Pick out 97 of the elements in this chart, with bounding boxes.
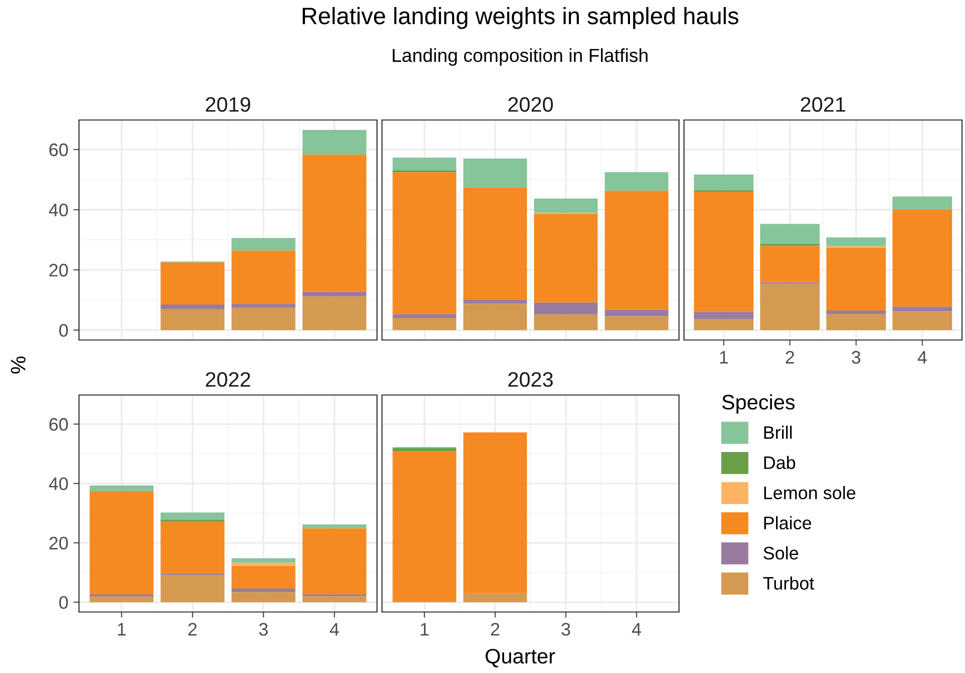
x-tick-label: 4	[918, 351, 927, 364]
bar	[302, 596, 366, 602]
bar	[392, 318, 456, 330]
chart-title: 2022	[206, 372, 250, 387]
bar	[392, 451, 456, 602]
x-tick-label: 1	[118, 623, 126, 636]
bar	[760, 224, 820, 244]
bar	[694, 312, 754, 320]
bar	[232, 592, 296, 602]
bar	[160, 522, 224, 574]
bar	[694, 192, 754, 312]
bar	[604, 316, 668, 330]
legend-title: Species	[722, 394, 795, 414]
x-tick-label: 1	[420, 623, 429, 636]
bar	[392, 172, 456, 314]
x-tick-label: 2	[786, 350, 794, 364]
y-tick-label: 20	[49, 264, 68, 277]
bar	[892, 209, 952, 307]
legend-label: Brill	[764, 426, 792, 439]
bar	[392, 158, 456, 171]
x-tick-label: 3	[852, 350, 860, 364]
x-tick-label: 3	[562, 622, 570, 636]
bar	[90, 490, 154, 594]
y-tick-label: 40	[48, 204, 68, 216]
y-tick-label: 20	[49, 536, 68, 550]
x-tick-label: 4	[330, 623, 339, 636]
legend-label: Turbot	[763, 576, 814, 590]
bar	[463, 158, 527, 188]
legend-label: Sole	[764, 546, 798, 560]
bar	[892, 196, 952, 210]
bar	[232, 238, 296, 251]
bar	[90, 596, 154, 602]
bar	[826, 237, 886, 246]
legend-label: Plaice	[764, 516, 812, 530]
bar	[534, 302, 598, 314]
bar	[302, 296, 366, 330]
bar	[463, 187, 527, 300]
y-axis-title: %	[10, 356, 26, 374]
bar	[694, 319, 754, 330]
x-tick-label: 3	[259, 622, 268, 636]
bar	[160, 512, 224, 520]
bar	[463, 593, 527, 602]
bar	[826, 314, 886, 330]
bar	[534, 214, 598, 302]
chart-title: 2019	[206, 97, 250, 112]
bar	[160, 262, 224, 304]
bar	[604, 310, 668, 316]
bar	[160, 309, 224, 330]
bar	[302, 524, 366, 528]
bar	[90, 594, 154, 597]
bar	[604, 172, 668, 191]
y-tick-label: 40	[48, 477, 68, 490]
bar	[463, 304, 527, 330]
bar	[892, 311, 952, 330]
bar	[232, 558, 296, 563]
bar	[232, 250, 296, 304]
bar	[463, 300, 527, 304]
text: Relative landing weights in sampled hauls	[302, 6, 738, 30]
y-tick-label: 0	[59, 596, 68, 609]
text: Landing composition in Flatfish	[392, 48, 648, 66]
x-tick-label: 2	[188, 622, 197, 636]
x-axis-title: Quarter	[486, 648, 555, 668]
bar	[760, 246, 820, 282]
bar	[892, 306, 952, 312]
bar	[160, 574, 224, 602]
bar	[90, 486, 154, 491]
bar	[302, 292, 366, 296]
y-tick-label: 0	[59, 324, 68, 337]
x-tick-label: 1	[720, 351, 728, 364]
y-tick-label: 60	[49, 143, 68, 156]
bar	[232, 304, 296, 308]
bar	[232, 307, 296, 330]
bar	[302, 528, 366, 594]
bar	[826, 310, 886, 314]
bar	[392, 448, 456, 452]
x-tick-label: 2	[491, 622, 500, 636]
legend-label: Lemon sole	[764, 486, 856, 500]
chart-title: 2021	[800, 97, 846, 112]
bar	[160, 304, 224, 309]
bar	[604, 190, 668, 310]
bar	[232, 588, 296, 592]
x-tick-label: 4	[632, 623, 642, 636]
bar	[302, 130, 366, 155]
bar	[392, 314, 456, 318]
y-tick-label: 60	[49, 418, 68, 431]
bar	[826, 248, 886, 311]
bar	[232, 566, 296, 589]
bar	[760, 284, 820, 330]
bar	[534, 198, 598, 213]
bar	[694, 174, 754, 190]
chart-title: 2023	[508, 372, 553, 387]
bar	[463, 432, 527, 594]
bar	[534, 314, 598, 330]
chart-title: 2020	[508, 97, 553, 112]
bar	[232, 562, 296, 566]
legend-label: Dab	[764, 456, 796, 470]
bar	[302, 154, 366, 292]
